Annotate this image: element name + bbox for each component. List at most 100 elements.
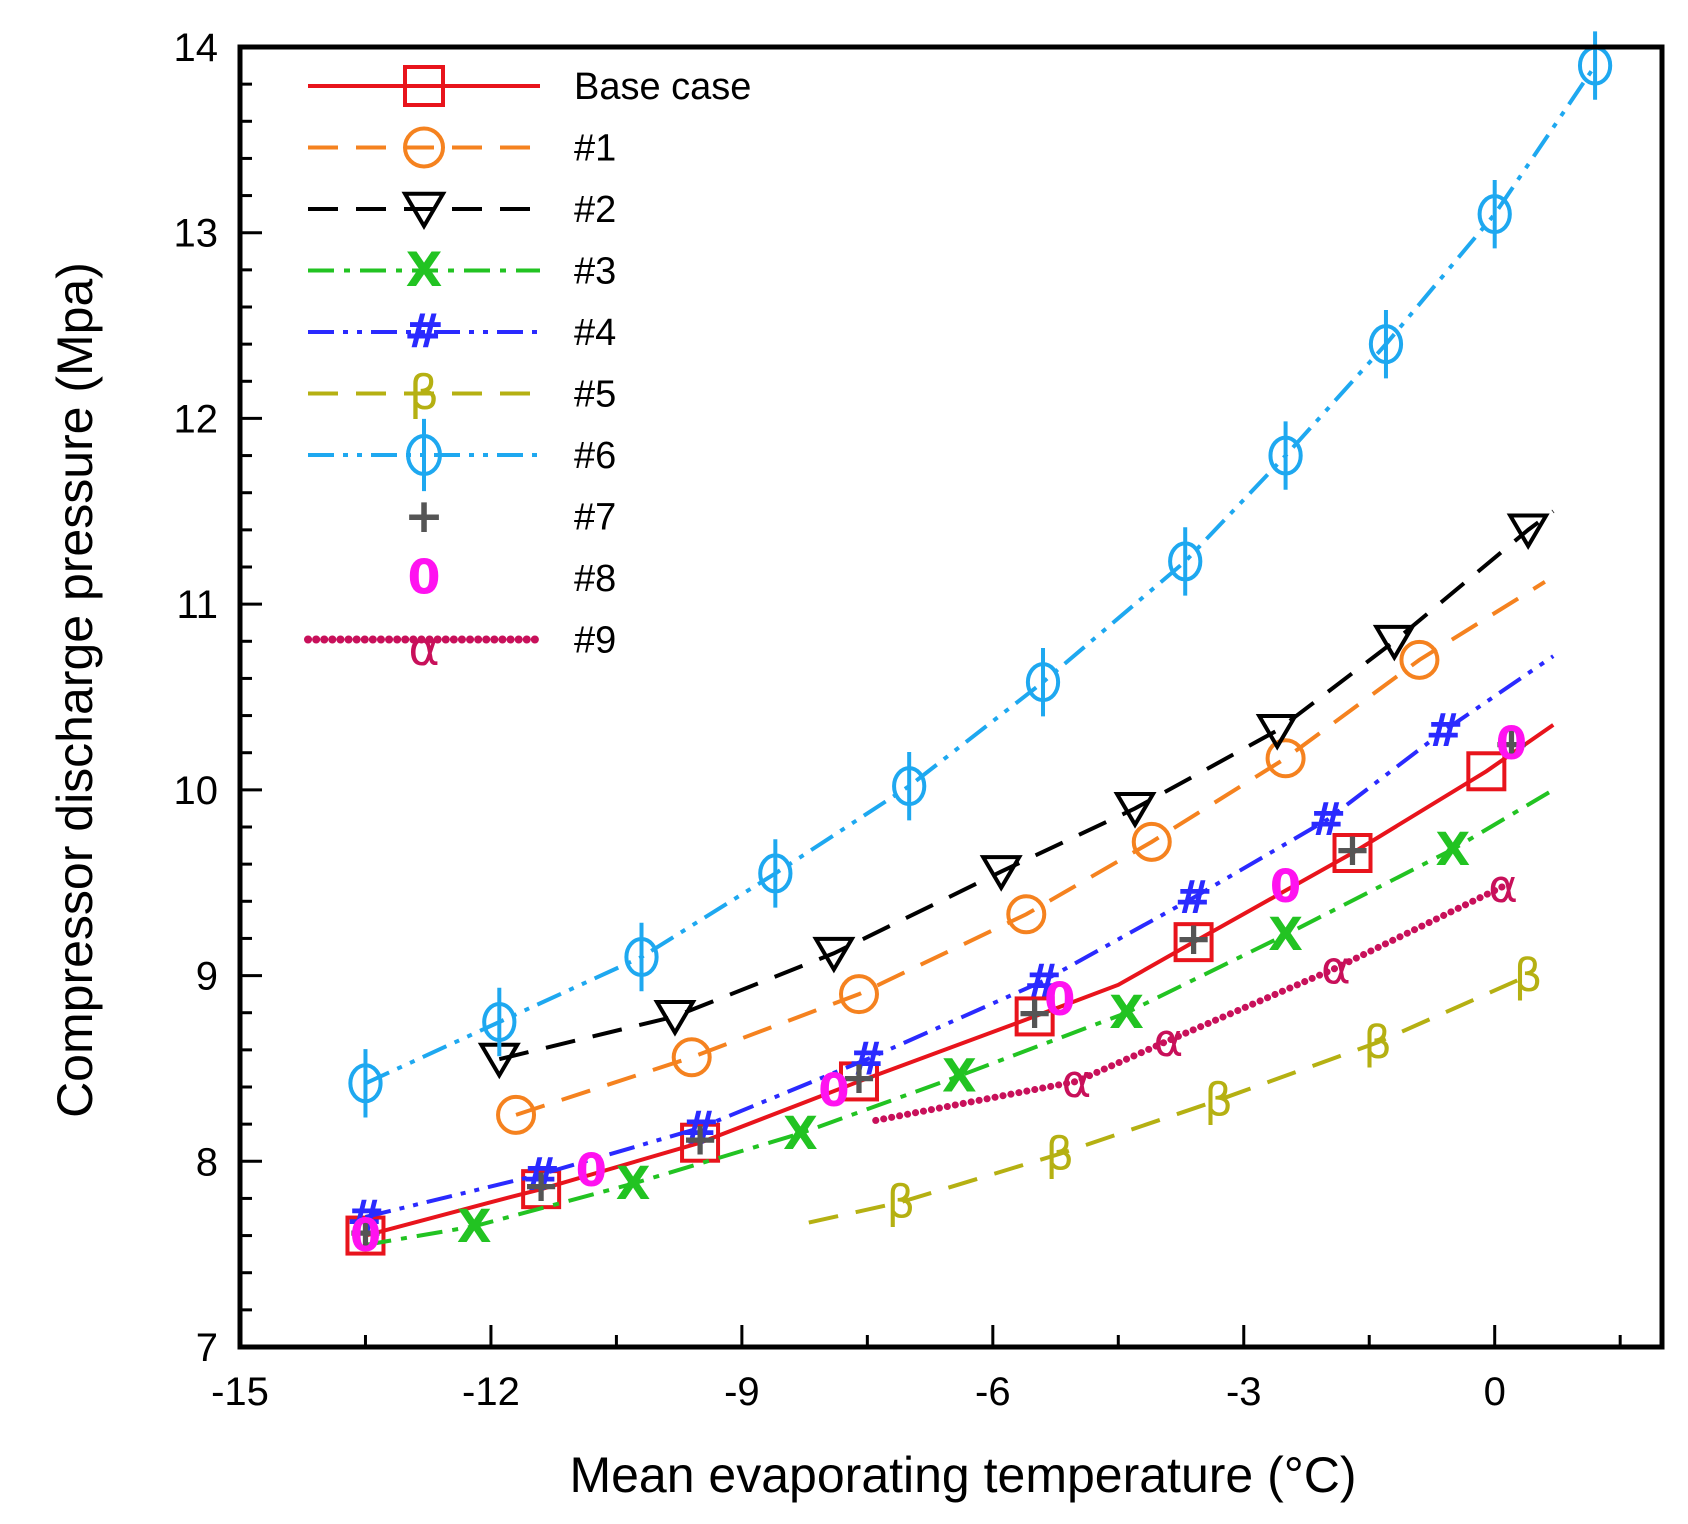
data-point: X — [783, 1107, 818, 1160]
data-point — [812, 936, 856, 974]
series-line — [498, 509, 1555, 1062]
data-point — [680, 1122, 721, 1163]
data-point — [1268, 421, 1303, 490]
data-point: 0 — [350, 1209, 381, 1262]
legend-label: #5 — [574, 374, 616, 416]
y-tick-label: 13 — [174, 212, 219, 256]
series-line — [364, 654, 1555, 1219]
x-tick-label: -15 — [211, 1370, 269, 1414]
data-point — [1025, 647, 1061, 717]
legend-entry: Base case — [308, 65, 751, 108]
data-point: 0 — [1044, 973, 1075, 1026]
data-point: β — [886, 1176, 915, 1229]
y-tick-label: 9 — [196, 955, 218, 999]
data-point: # — [848, 1033, 886, 1086]
data-point: # — [1426, 704, 1464, 757]
data-point — [345, 1215, 386, 1256]
data-point: # — [1309, 793, 1347, 846]
series-4: X X X X X X X — [365, 788, 1555, 1253]
plot-frame — [237, 44, 1665, 1350]
y-tick-label: 10 — [174, 769, 219, 813]
data-point — [1332, 833, 1373, 873]
x-tick-label: -3 — [1226, 1370, 1262, 1414]
data-point: X — [457, 1200, 492, 1253]
data-point: α — [1154, 1014, 1184, 1067]
data-point — [624, 922, 659, 992]
axis-ticks: -15 -12 -9 -6 -3 0 7 8 9 10 11 12 13 14 — [174, 26, 1622, 1414]
data-point: + — [681, 1113, 719, 1166]
legend-marker — [406, 418, 442, 492]
data-point: # — [681, 1101, 719, 1154]
legend-entry: X #3 — [308, 243, 616, 298]
data-point — [1173, 922, 1214, 963]
data-point: + — [1493, 717, 1531, 770]
data-point — [482, 987, 517, 1057]
series-3 — [477, 509, 1555, 1080]
legend-label: Base case — [574, 66, 751, 108]
series-8: + + + + + + + + — [347, 717, 1531, 1258]
legend-marker: X — [406, 243, 443, 298]
data-point — [758, 839, 793, 908]
legend-marker — [403, 65, 445, 107]
data-point: # — [522, 1148, 560, 1201]
x-tick-label: 0 — [1484, 1370, 1506, 1414]
x-tick-label: -12 — [462, 1370, 520, 1414]
data-point: + — [1175, 912, 1213, 965]
data-point: # — [1175, 871, 1213, 924]
series-line — [364, 64, 1597, 1086]
data-point — [1477, 179, 1512, 249]
legend-label: #3 — [574, 251, 616, 293]
data-point — [1399, 639, 1440, 680]
data-point: + — [840, 1051, 878, 1104]
data-point — [348, 1049, 383, 1118]
legend-entry: β #5 — [308, 366, 616, 421]
data-point — [1577, 31, 1613, 100]
y-tick-label: 14 — [174, 26, 219, 70]
data-point — [1006, 894, 1047, 935]
y-tick-label: 8 — [196, 1140, 218, 1184]
data-point: α — [1488, 860, 1518, 913]
data-point — [892, 751, 927, 821]
data-point: 0 — [1496, 717, 1527, 770]
legend-label: #6 — [574, 435, 616, 477]
y-tick-label: 11 — [176, 583, 218, 627]
data-point — [1014, 996, 1055, 1037]
legend: Base case #1 #2 X #3 # #4 β #5 #6 + #7 0 #8 α #9 — [304, 65, 751, 677]
data-point: 0 — [1270, 860, 1301, 913]
legend-label: #8 — [574, 558, 616, 600]
series-line — [808, 973, 1529, 1225]
data-point: X — [616, 1157, 651, 1210]
data-point — [1506, 513, 1550, 551]
data-point — [1466, 751, 1507, 792]
data-point — [1131, 821, 1172, 862]
data-point — [1255, 714, 1299, 751]
series-line — [365, 788, 1555, 1247]
data-point: # — [1024, 955, 1062, 1008]
legend-label: #9 — [574, 620, 616, 662]
legend-marker — [401, 191, 447, 231]
data-point — [1372, 624, 1416, 662]
legend-marker: α — [408, 622, 439, 677]
legend-marker: + — [404, 489, 444, 544]
data-point: β — [1363, 1016, 1392, 1069]
series-1 — [345, 723, 1555, 1256]
series-7 — [348, 31, 1613, 1118]
data-point — [653, 1000, 697, 1037]
legend-entry: # #4 — [308, 305, 616, 360]
legend-entry: #1 — [308, 126, 616, 170]
data-point: # — [347, 1191, 385, 1244]
data-point: X — [1268, 908, 1303, 961]
series-5: # # # # # # # # — [347, 654, 1555, 1244]
data-point: β — [1204, 1074, 1233, 1127]
legend-entry: + #7 — [404, 489, 616, 544]
series-9: 0 0 0 0 0 0 — [350, 717, 1527, 1262]
legend-marker: # — [404, 305, 444, 360]
legend-label: #4 — [574, 312, 616, 354]
data-point: 0 — [818, 1064, 849, 1117]
data-point: β — [1514, 949, 1543, 1002]
x-tick-label: -6 — [975, 1370, 1011, 1414]
series-line — [515, 580, 1546, 1117]
data-point — [979, 855, 1023, 892]
data-point: 0 — [576, 1144, 607, 1197]
